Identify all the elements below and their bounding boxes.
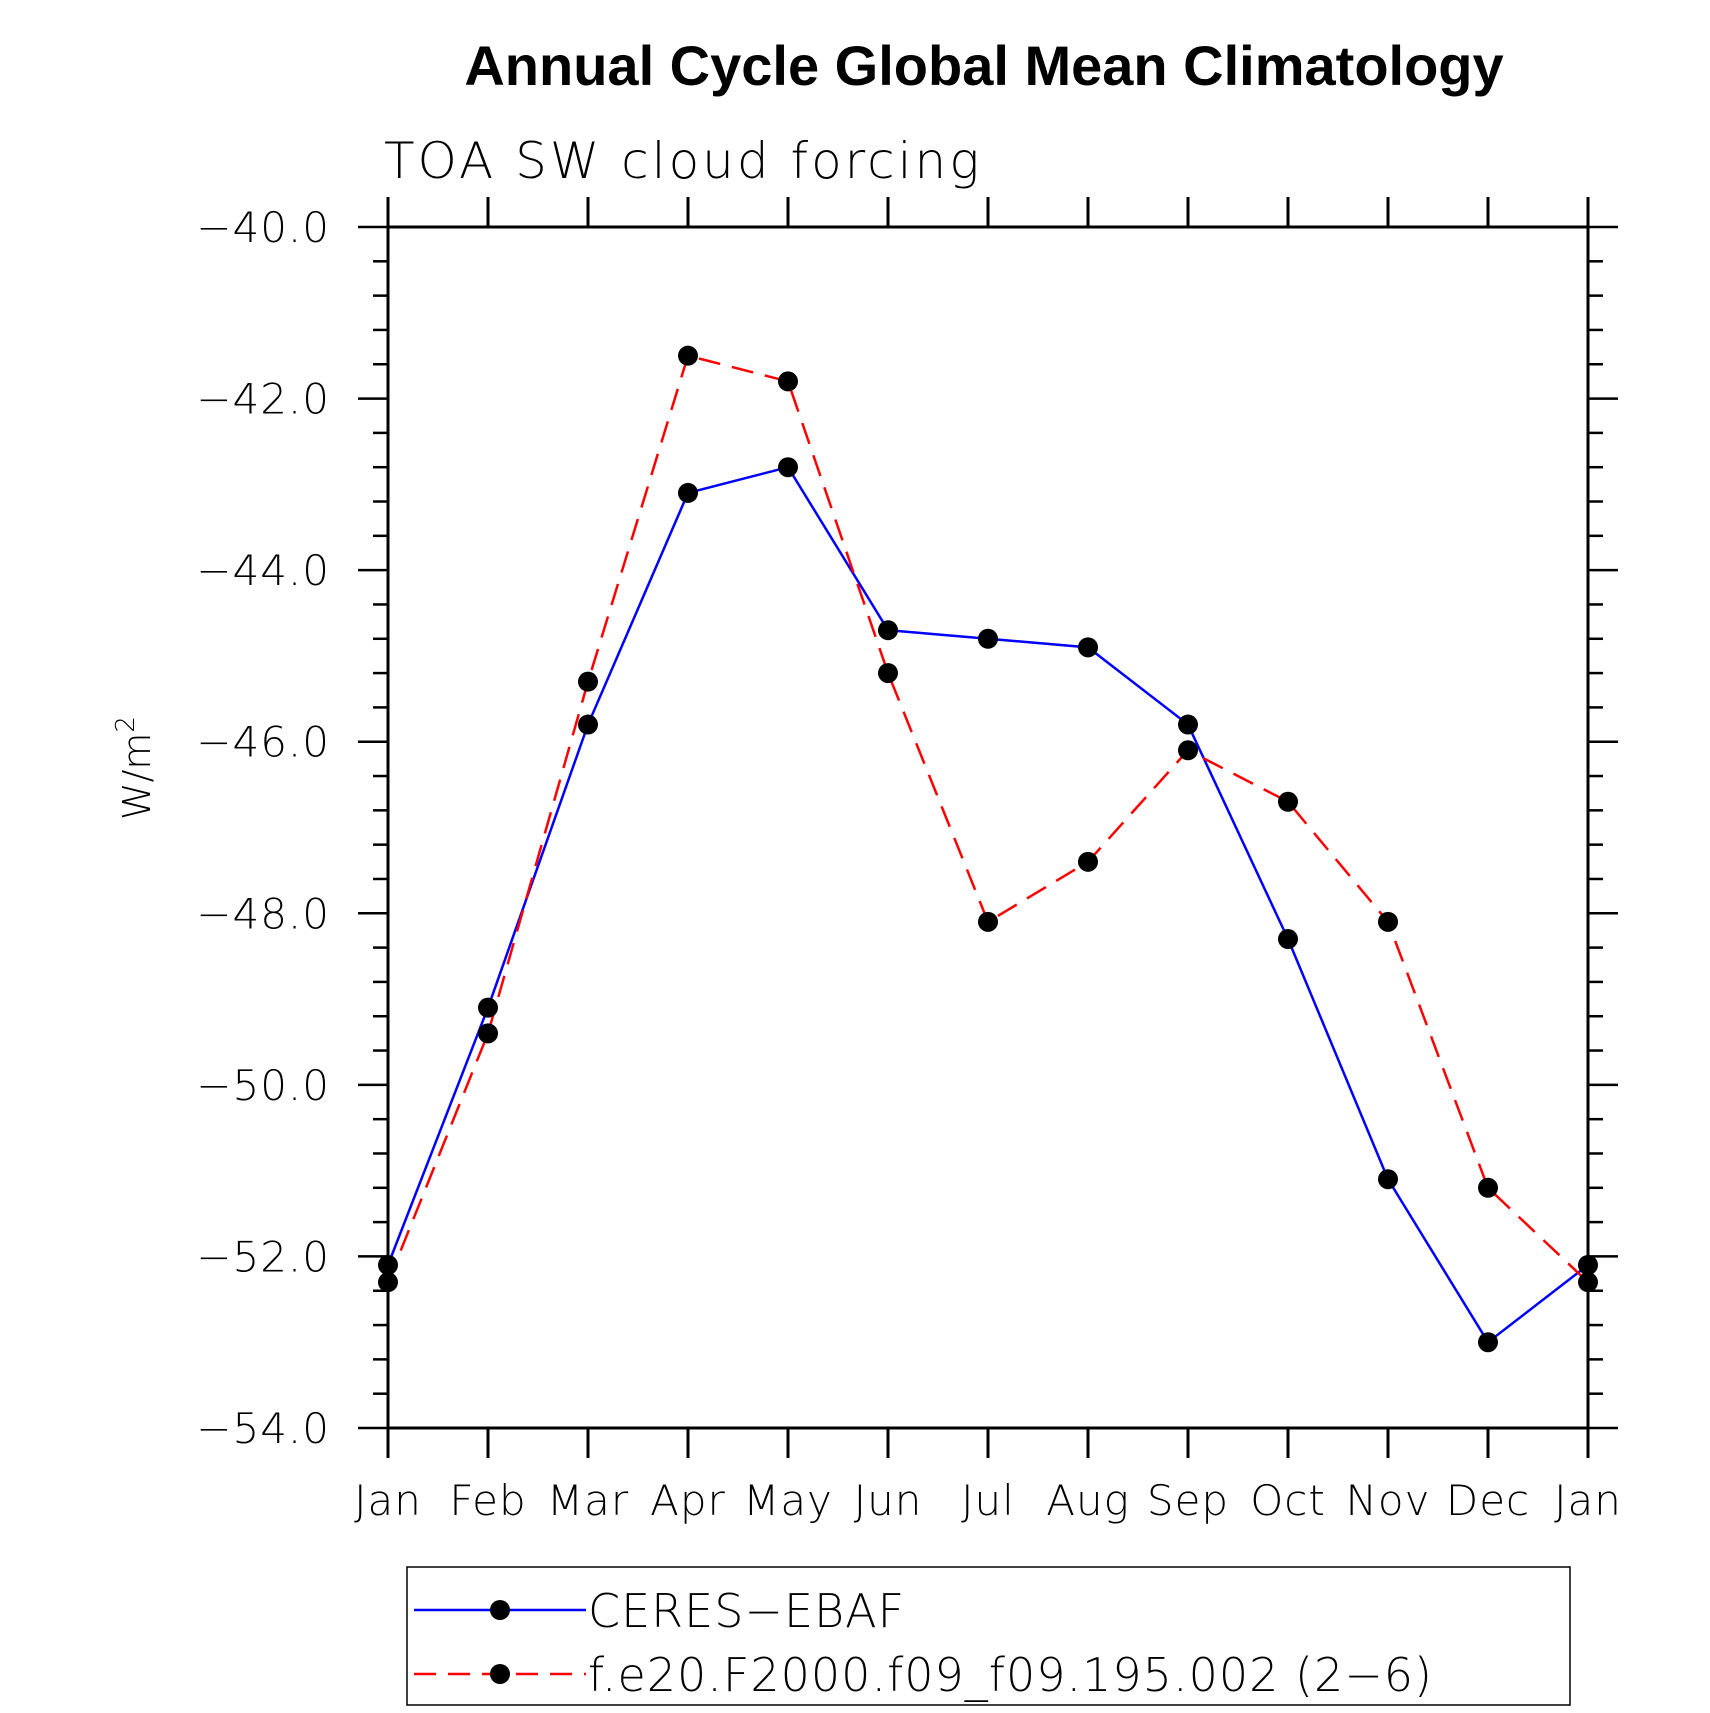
series-2-point — [378, 1272, 398, 1293]
series-1-point — [678, 482, 698, 503]
x-tick-label: Dec — [1446, 1476, 1530, 1525]
y-tick-label: −42.0 — [196, 375, 330, 424]
chart-subtitle: TOA SW cloud forcing — [384, 132, 982, 190]
series-1-point — [978, 628, 998, 649]
x-tick-label: Jan — [354, 1476, 422, 1525]
legend-label-1: CERES−EBAF — [588, 1584, 905, 1638]
legend-marker-2 — [490, 1664, 510, 1684]
series-1-point — [1078, 637, 1098, 658]
x-tick-label: Jun — [854, 1476, 923, 1525]
series-lines — [378, 345, 1598, 1353]
series-1-point — [1378, 1169, 1398, 1190]
series-1-point — [578, 714, 598, 735]
y-axis-label-superscript: 2 — [111, 716, 141, 733]
series-1-point — [1578, 1255, 1598, 1276]
x-tick-label: Sep — [1147, 1476, 1229, 1525]
chart-title: Annual Cycle Global Mean Climatology — [464, 34, 1503, 97]
legend-marker-1 — [490, 1600, 510, 1620]
series-1-point — [378, 1255, 398, 1276]
series-1-point — [478, 997, 498, 1018]
legend-label-2: f.e20.F2000.f09_f09.195.002 (2−6) — [588, 1648, 1433, 1702]
series-1-point — [878, 620, 898, 641]
series-2-point — [1078, 851, 1098, 872]
plot-frame — [386, 225, 1590, 1430]
series-2-point — [978, 911, 998, 932]
y-axis-label-base: W/m — [115, 733, 159, 820]
svg-text:W/m2: W/m2 — [111, 716, 159, 820]
x-tick-label: Jan — [1554, 1476, 1622, 1525]
y-tick-label: −52.0 — [196, 1232, 330, 1281]
y-tick-label: −40.0 — [196, 203, 330, 252]
series-1-point — [778, 457, 798, 478]
x-tick-label: Mar — [547, 1476, 629, 1525]
legend-box — [406, 1566, 1571, 1706]
series-2-point — [1578, 1272, 1598, 1293]
series-2-point — [678, 345, 698, 366]
y-tick-label: −48.0 — [196, 889, 330, 938]
y-axis-tick-labels: −40.0 −42.0 −44.0 −46.0 −48.0 −50.0 −52.0 −54.0 — [196, 203, 330, 1453]
y-tick-label: −50.0 — [196, 1061, 330, 1110]
x-tick-label: Oct — [1250, 1476, 1326, 1525]
x-axis-tick-labels: Jan Feb Mar Apr May Jun Jul Aug Sep Oct Nov Dec Jan — [354, 1476, 1622, 1525]
x-tick-label: May — [743, 1476, 833, 1525]
series-2-point — [1378, 911, 1398, 932]
series-1-point — [1478, 1332, 1498, 1353]
series-1-point — [1278, 929, 1298, 950]
series-2-point — [478, 1023, 498, 1044]
x-tick-label: Aug — [1046, 1476, 1130, 1525]
x-tick-label: Feb — [449, 1476, 526, 1525]
legend: CERES−EBAF f.e20.F2000.f09_f09.195.002 (2… — [406, 1566, 1571, 1706]
series-2-point — [578, 671, 598, 692]
x-tick-label: Jul — [961, 1476, 1015, 1525]
axis-ticks — [358, 197, 1618, 1458]
y-tick-label: −54.0 — [196, 1404, 330, 1453]
series-2-point — [778, 371, 798, 392]
series-2-point — [1178, 740, 1198, 761]
series-2-point — [878, 663, 898, 684]
series-1-point — [1178, 714, 1198, 735]
x-tick-label: Nov — [1346, 1476, 1431, 1525]
y-axis-label: W/m2 — [111, 716, 159, 820]
y-tick-label: −44.0 — [196, 546, 330, 595]
series-line-2 — [386, 354, 1589, 1284]
plot-border — [386, 225, 1590, 1430]
y-tick-label: −46.0 — [196, 718, 330, 767]
x-tick-label: Apr — [650, 1476, 726, 1525]
series-2-point — [1278, 791, 1298, 812]
series-2-point — [1478, 1177, 1498, 1198]
series-line-1 — [386, 465, 1589, 1345]
